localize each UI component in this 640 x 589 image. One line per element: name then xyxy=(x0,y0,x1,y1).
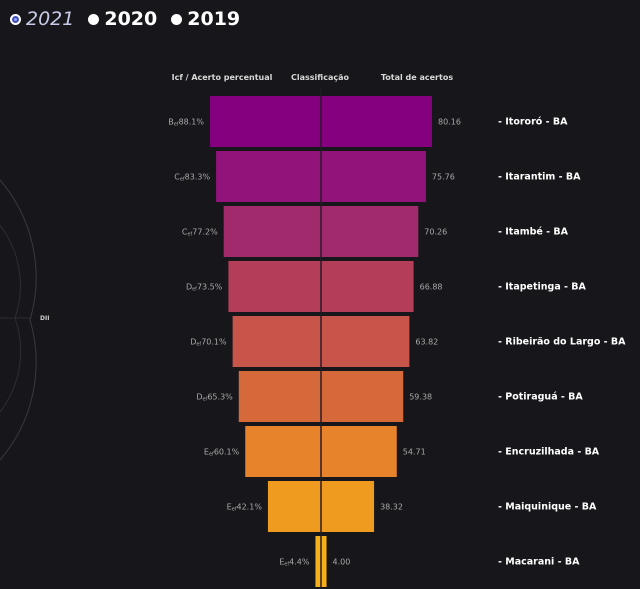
grade-percent-label: Cef77.2% xyxy=(182,228,218,238)
grade-suffix: ef xyxy=(196,342,201,348)
percent-value: 77.2% xyxy=(192,228,218,237)
grade-percent-label: Def65.3% xyxy=(196,393,233,403)
radar-axis-label: DII xyxy=(40,315,49,322)
city-label: - Itororó - BA xyxy=(498,117,568,128)
year-label-2019: 2019 xyxy=(187,8,241,30)
header-right: Total de acertos xyxy=(381,73,453,82)
grade-percent-label: Def73.5% xyxy=(186,283,223,293)
percent-value: 60.1% xyxy=(214,448,240,457)
grade-percent-label: Cef83.3% xyxy=(174,173,210,183)
city-label: - Itarantim - BA xyxy=(498,172,581,183)
year-option-2020[interactable]: 2020 xyxy=(88,8,157,30)
city-label: - Macarani - BA xyxy=(498,557,580,568)
grade-percent-label: Eef60.1% xyxy=(204,448,240,458)
city-label: - Maiquinique - BA xyxy=(498,502,597,513)
grade-letter: E xyxy=(227,503,232,512)
city-label: - Itambé - BA xyxy=(498,227,569,238)
year-option-2019[interactable]: 2019 xyxy=(171,8,240,30)
radio-selected-icon[interactable] xyxy=(10,13,21,25)
percent-value: 65.3% xyxy=(207,393,233,402)
header-left: Icf / Acerto percentual xyxy=(172,73,273,82)
percent-value: 70.1% xyxy=(201,338,227,347)
percent-value: 88.1% xyxy=(179,118,205,127)
grade-suffix: ef xyxy=(192,287,197,293)
total-value-label: 4.00 xyxy=(333,558,351,567)
grade-letter: E xyxy=(204,448,209,457)
grade-letter: B xyxy=(168,118,174,127)
grade-percent-label: Bef88.1% xyxy=(168,118,204,128)
total-value-label: 63.82 xyxy=(415,338,438,347)
total-value-label: 66.88 xyxy=(420,283,443,292)
city-label: - Potiraguá - BA xyxy=(498,392,583,403)
grade-letter: D xyxy=(190,338,196,347)
year-selector: 2021 2020 2019 xyxy=(10,8,240,30)
total-value-label: 80.16 xyxy=(438,118,461,127)
grade-percent-label: Eef4.4% xyxy=(279,558,310,568)
grade-suffix: ef xyxy=(180,177,185,183)
grade-letter: D xyxy=(196,393,202,402)
year-label-2020: 2020 xyxy=(104,8,158,30)
grade-suffix: ef xyxy=(209,452,214,458)
radio-icon[interactable] xyxy=(88,13,100,25)
grade-letter: E xyxy=(279,558,284,567)
header-center: Classificação xyxy=(291,73,349,82)
radar-ring-outer xyxy=(0,179,37,461)
city-label: - Encruzilhada - BA xyxy=(498,447,600,458)
grade-letter: C xyxy=(174,173,180,182)
total-value-label: 38.32 xyxy=(380,503,403,512)
total-value-label: 75.76 xyxy=(432,173,455,182)
grade-suffix: ef xyxy=(203,397,208,403)
total-value-label: 70.26 xyxy=(424,228,447,237)
radio-icon[interactable] xyxy=(171,13,183,25)
year-label-2021: 2021 xyxy=(26,8,75,30)
percent-value: 42.1% xyxy=(237,503,263,512)
grade-letter: C xyxy=(182,228,188,237)
year-option-2021[interactable]: 2021 xyxy=(10,8,74,30)
grade-suffix: ef xyxy=(187,232,192,238)
total-value-label: 54.71 xyxy=(403,448,426,457)
radar-fragment: DII xyxy=(0,179,49,461)
grade-suffix: ef xyxy=(174,122,179,128)
percent-value: 73.5% xyxy=(197,283,223,292)
total-value-label: 59.38 xyxy=(409,393,432,402)
grade-suffix: ef xyxy=(284,562,289,568)
percent-value: 83.3% xyxy=(185,173,211,182)
city-label: - Itapetinga - BA xyxy=(498,282,587,293)
city-label: - Ribeirão do Largo - BA xyxy=(498,337,626,348)
grade-percent-label: Eef42.1% xyxy=(227,503,263,513)
percent-value: 4.4% xyxy=(289,558,310,567)
grade-percent-label: Def70.1% xyxy=(190,338,227,348)
grade-suffix: ef xyxy=(232,507,237,513)
grade-letter: D xyxy=(186,283,192,292)
